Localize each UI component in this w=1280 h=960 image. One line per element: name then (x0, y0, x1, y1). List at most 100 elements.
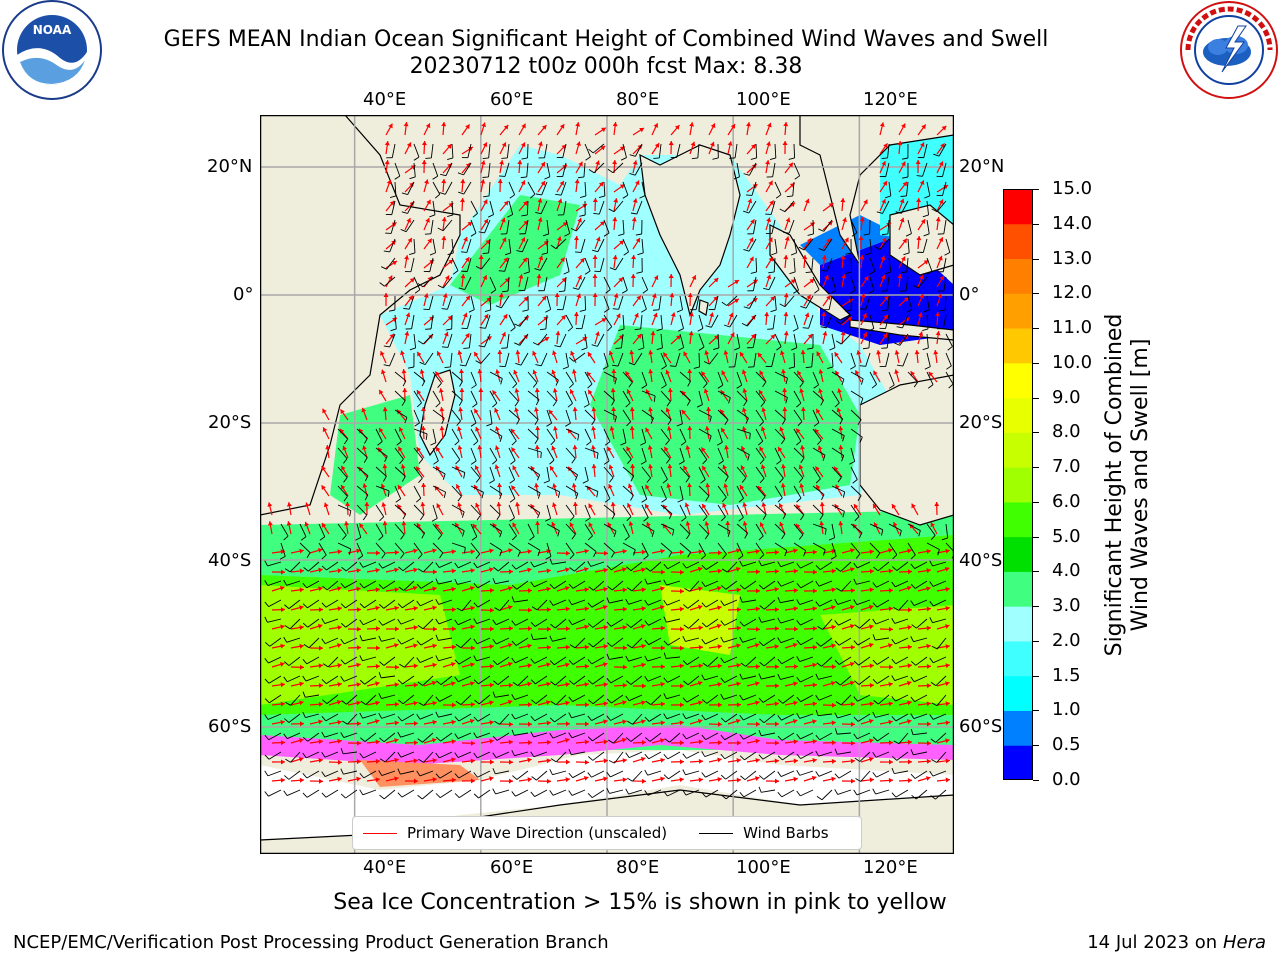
wave-direction-arrow (588, 503, 596, 516)
wave-direction-arrow (670, 626, 685, 632)
colorbar-tick-label: 5.0 (1052, 525, 1081, 547)
wave-direction-arrow (930, 522, 938, 535)
wind-barb (508, 314, 516, 332)
wind-barb (900, 257, 909, 274)
wave-direction-arrow (684, 502, 691, 516)
wave-direction-arrow (461, 146, 474, 155)
wave-direction-arrow (551, 445, 558, 459)
wind-barb (401, 200, 415, 214)
wave-direction-arrow (556, 257, 566, 269)
wave-direction-arrow (347, 645, 362, 651)
wind-barb (812, 409, 820, 427)
wave-direction-arrow (746, 721, 761, 727)
wave-direction-arrow (494, 407, 501, 421)
wind-barb (945, 371, 954, 389)
wave-direction-arrow (670, 683, 685, 689)
wave-direction-arrow (822, 587, 836, 593)
wave-direction-arrow (491, 390, 501, 402)
wave-direction-arrow (290, 700, 304, 706)
wave-direction-arrow (632, 662, 646, 668)
wave-direction-arrow (898, 256, 906, 269)
wave-direction-arrow (765, 141, 771, 155)
wave-direction-arrow (573, 235, 579, 250)
wave-direction-arrow (423, 123, 431, 136)
wind-barb (482, 238, 491, 255)
wave-direction-arrow (936, 566, 950, 573)
wave-direction-arrow (685, 521, 691, 535)
wind-barb (793, 485, 802, 503)
wind-barb (584, 504, 591, 522)
wave-direction-arrow (798, 464, 805, 478)
wind-barb (388, 295, 396, 312)
wave-direction-arrow (457, 502, 463, 516)
wind-barb (603, 371, 617, 385)
wave-direction-arrow (746, 700, 760, 706)
wave-direction-arrow (632, 624, 646, 630)
wind-barb (527, 466, 541, 481)
wind-barb (869, 257, 876, 275)
wind-barb (641, 485, 648, 503)
wave-direction-arrow (321, 484, 330, 497)
wave-direction-arrow (784, 236, 790, 250)
wind-barb (356, 485, 369, 501)
wind-barb (489, 428, 503, 443)
wind-barb (621, 276, 628, 294)
wind-barb (640, 295, 647, 313)
wind-barb (767, 314, 776, 330)
colorbar-segment (1003, 258, 1033, 294)
wave-direction-arrow (404, 237, 413, 250)
wind-barb (678, 333, 685, 351)
wave-direction-arrow (517, 159, 523, 174)
wind-barb (907, 542, 916, 560)
wind-barb (527, 447, 542, 459)
wave-direction-arrow (382, 464, 388, 478)
wave-direction-arrow (575, 682, 589, 688)
wind-barb (812, 523, 827, 535)
wave-direction-arrow (765, 740, 780, 746)
wave-direction-arrow (556, 644, 571, 650)
wind-barb (922, 333, 929, 351)
wind-barb (821, 257, 833, 272)
wave-direction-arrow (385, 549, 400, 555)
wind-barbs (264, 143, 954, 801)
wind-barb (679, 428, 687, 446)
wave-direction-arrow (632, 683, 647, 689)
wave-direction-arrow (856, 350, 862, 364)
wave-direction-arrow (594, 181, 604, 193)
wave-direction-arrow (442, 586, 456, 592)
colorbar-tick-mark (1033, 293, 1039, 295)
wind-barb (534, 257, 548, 271)
wave-direction-arrow (309, 757, 323, 763)
wave-direction-arrow (936, 548, 950, 554)
wave-direction-arrow (404, 643, 418, 649)
wave-direction-arrow (404, 548, 418, 554)
wave-direction-arrow (708, 623, 722, 630)
wind-barb (641, 390, 656, 402)
wind-barb (489, 447, 498, 465)
wave-direction-arrow (567, 466, 577, 478)
wave-direction-arrow (497, 178, 503, 193)
wind-barb (793, 276, 799, 294)
wind-barb (584, 409, 596, 426)
wave-direction-arrow (556, 626, 571, 632)
wind-barb (747, 333, 757, 349)
wave-direction-arrow (630, 273, 636, 288)
wave-direction-arrow (532, 369, 539, 383)
wave-direction-arrow (803, 278, 815, 288)
wave-direction-arrow (610, 387, 616, 402)
wave-direction-arrow (759, 446, 767, 459)
wind-barb (774, 333, 782, 351)
wave-direction-arrow (556, 759, 571, 765)
wave-direction-arrow (911, 503, 919, 516)
wind-barb (641, 276, 649, 294)
wave-direction-arrow (461, 758, 475, 764)
wave-direction-arrow (914, 350, 920, 364)
wave-direction-arrow (670, 549, 685, 555)
wave-direction-arrow (594, 719, 608, 725)
wave-direction-arrow (784, 548, 798, 554)
wave-direction-arrow (480, 160, 486, 174)
wave-direction-arrow (271, 607, 286, 613)
wave-direction-arrow (689, 700, 703, 706)
wind-barb (679, 390, 691, 406)
wave-direction-arrow (746, 626, 761, 632)
